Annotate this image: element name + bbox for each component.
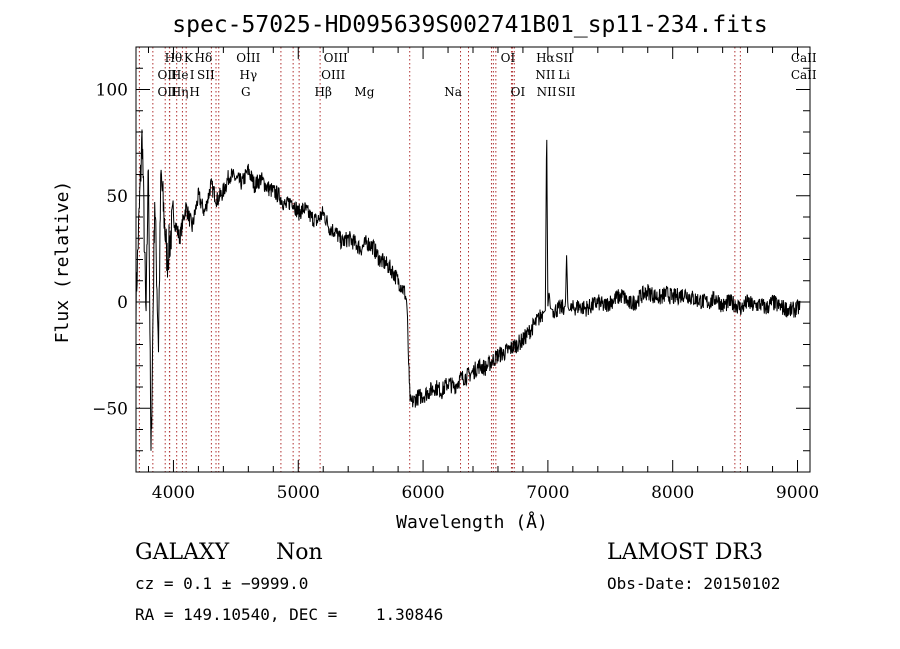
spectral-line-markers — [138, 47, 741, 472]
line-label-row3-3: G — [241, 85, 251, 99]
x-axis-label: Wavelength (Å) — [396, 511, 548, 533]
line-label-row3-8: NII — [537, 85, 557, 99]
x-tick-label-4: 8000 — [651, 483, 694, 503]
line-label-row2-3: SII — [197, 68, 215, 82]
line-label-row3-6: Na — [444, 85, 462, 99]
y-axis-label: Flux (relative) — [52, 181, 73, 344]
x-tick-label-1: 5000 — [277, 483, 320, 503]
line-label-row2-8: CaII — [791, 68, 817, 82]
y-tick-label-1: 0 — [117, 293, 128, 313]
line-label-row1-3: OIII — [236, 51, 260, 65]
object-class: GALAXY — [135, 540, 230, 565]
line-label-row3-0: OII — [158, 85, 178, 99]
object-subclass: Non — [276, 540, 323, 565]
line-label-row2-2: I — [190, 68, 195, 82]
axis-tick-labels: 4000 5000 6000 7000 8000 9000 −50 0 50 100 — [92, 81, 819, 504]
line-label-row2-5: OIII — [321, 68, 345, 82]
line-label-row3-2: H — [189, 85, 199, 99]
line-label-row1-4: OIII — [324, 51, 348, 65]
line-label-row3-1: Hη — [171, 85, 189, 99]
obs-date: Obs-Date: 20150102 — [607, 574, 780, 593]
line-label-row3-5: Mg — [354, 85, 374, 99]
ra-dec: RA = 149.10540, DEC = 1.30846 — [135, 605, 443, 624]
line-label-row1-2: Hδ — [195, 51, 213, 65]
line-label-row1-1: K — [184, 51, 194, 65]
survey-name: LAMOST DR3 — [607, 540, 763, 565]
line-label-row1-5: OI — [501, 51, 516, 65]
x-tick-label-0: 4000 — [152, 483, 195, 503]
line-label-row3-4: Hβ — [315, 85, 332, 99]
x-tick-label-5: 9000 — [776, 483, 819, 503]
line-label-row2-7: Li — [558, 68, 570, 82]
line-label-row3-9: SII — [558, 85, 576, 99]
axis-ticks — [136, 46, 810, 473]
plot-frame — [135, 46, 811, 473]
line-label-row2-1: He — [171, 68, 189, 82]
y-tick-label-3: 100 — [96, 81, 128, 101]
y-tick-label-2: 50 — [106, 187, 128, 207]
chart-title: spec-57025-HD095639S002741B01_sp11-234.f… — [172, 12, 767, 38]
spectrum-line — [135, 129, 801, 451]
line-label-row2-6: NII — [535, 68, 555, 82]
line-label-row1-7: SII — [555, 51, 573, 65]
line-label-row1-8: CaII — [791, 51, 817, 65]
x-tick-label-3: 7000 — [526, 483, 569, 503]
line-label-row2-4: Hγ — [240, 68, 258, 82]
line-label-row1-6: Hα — [536, 51, 555, 65]
x-tick-label-2: 6000 — [401, 483, 444, 503]
line-label-row3-7: OI — [511, 85, 526, 99]
cz-value: cz = 0.1 ± −9999.0 — [135, 574, 308, 593]
y-tick-label-0: −50 — [92, 399, 128, 419]
line-label-row2-0: OII — [158, 68, 178, 82]
